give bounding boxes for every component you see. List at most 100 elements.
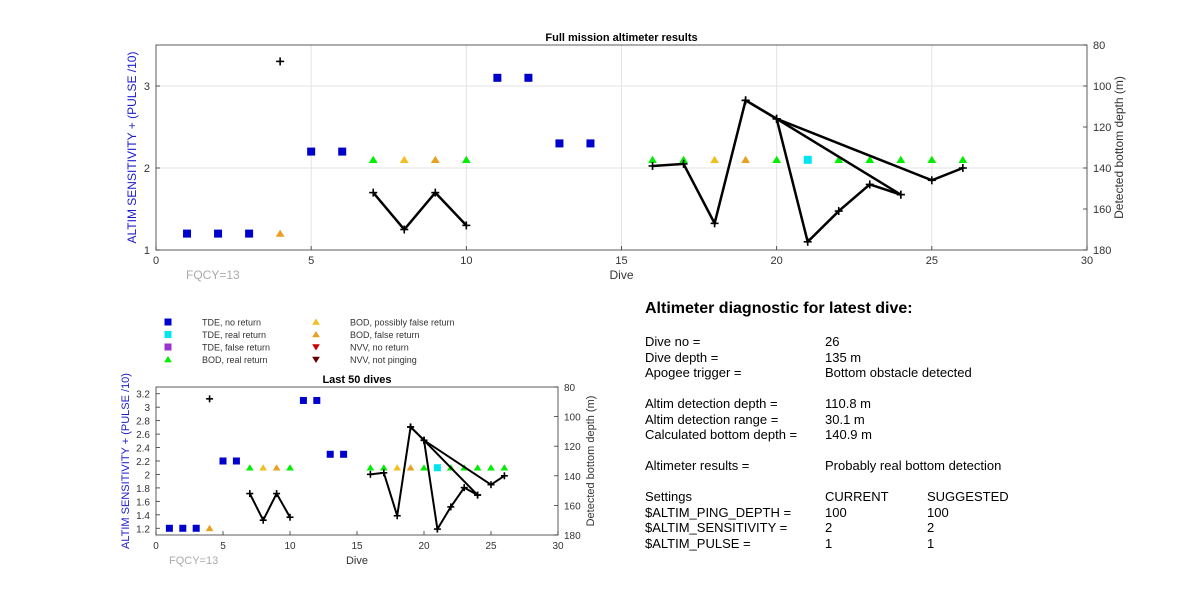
depth-line xyxy=(409,426,505,486)
x-tick-label: 5 xyxy=(220,541,226,552)
last-50-dives-chart: 0 5 10 15 20 25 30 1.2 1.4 1.6 1.8 2 2.2 2.4 2.6 2.8 3 3.… xyxy=(120,318,597,568)
y2-tick-label: 180 xyxy=(564,531,581,542)
dive-no-value: 26 xyxy=(825,334,840,349)
legend-label: TDE, false return xyxy=(202,343,270,353)
y-tick-label: 1 xyxy=(144,245,150,257)
legend-label: BOD, real return xyxy=(202,355,268,365)
legend-label: TDE, no return xyxy=(202,318,261,328)
legend-marker xyxy=(312,318,320,325)
x-tick-label: 10 xyxy=(284,541,296,552)
data-point xyxy=(772,155,782,163)
apogee-trigger-value: Bottom obstacle detected xyxy=(825,365,972,380)
legend-label: BOD, possibly false return xyxy=(350,318,455,328)
y-tick-label: 1.2 xyxy=(136,524,150,535)
altimeter-diagnostic-panel: Altimeter diagnostic for latest dive: Di… xyxy=(645,300,1165,551)
data-point xyxy=(379,464,388,471)
y2-tick-label: 100 xyxy=(564,413,581,424)
data-point xyxy=(272,464,281,471)
y2-tick-label: 100 xyxy=(1093,81,1111,93)
data-point xyxy=(927,155,937,163)
data-point xyxy=(307,147,316,156)
apogee-trigger-row: Apogee trigger = Bottom obstacle detecte… xyxy=(645,365,1165,381)
y2-tick-label: 140 xyxy=(1093,163,1111,175)
data-point xyxy=(205,524,214,532)
legend-marker xyxy=(312,356,320,363)
data-point xyxy=(741,155,751,163)
y2-tick-label: 120 xyxy=(1093,122,1111,134)
y2-axis-label: Detected bottom depth (m) xyxy=(1112,76,1126,219)
y-tick-label: 1.6 xyxy=(136,497,150,508)
data-point xyxy=(406,464,415,471)
data-point xyxy=(958,155,968,163)
x-tick-label: 10 xyxy=(460,255,472,267)
y2-tick-label: 80 xyxy=(1093,40,1105,52)
altim-detection-range-value: 30.1 m xyxy=(825,411,865,427)
y2-axis-label: Detected bottom depth (m) xyxy=(585,396,597,527)
data-point xyxy=(420,464,428,471)
y-tick-label: 2.6 xyxy=(136,430,150,441)
x-axis-label: Dive xyxy=(609,268,633,282)
data-point xyxy=(896,155,906,163)
calculated-bottom-depth-label: Calculated bottom depth = xyxy=(645,427,798,442)
x-tick-label: 25 xyxy=(926,255,938,267)
settings-suggested-header: SUGGESTED xyxy=(927,489,1009,504)
y-tick-label: 2 xyxy=(144,470,150,481)
diagnostic-title: Altimeter diagnostic for latest dive: xyxy=(645,300,913,317)
y-tick-label: 3 xyxy=(144,81,150,93)
settings-header-row: Settings CURRENT SUGGESTED xyxy=(645,489,1165,505)
y2-tick-label: 180 xyxy=(1093,245,1111,257)
x-tick-label: 5 xyxy=(308,255,314,267)
y-tick-label: 3 xyxy=(144,403,150,414)
y2-tick-label: 80 xyxy=(564,383,576,394)
data-point xyxy=(340,450,348,458)
setting-suggested: 1 xyxy=(927,535,935,551)
altim-detection-range-label: Altim detection range = xyxy=(645,411,779,427)
setting-label: $ALTIM_PING_DEPTH = xyxy=(645,504,792,520)
legend-marker xyxy=(164,343,172,351)
x-tick-label: 20 xyxy=(418,541,430,552)
fqcy-annotation: FQCY=13 xyxy=(169,555,218,567)
y-tick-label: 1.4 xyxy=(136,511,150,522)
x-tick-label: 15 xyxy=(351,541,363,552)
calculated-bottom-depth-row: Calculated bottom depth = 140.9 m xyxy=(645,427,1165,443)
legend-marker xyxy=(312,331,320,338)
altimeter-results-label: Altimeter results = xyxy=(645,458,750,473)
setting-suggested: 100 xyxy=(927,504,949,520)
data-point xyxy=(393,464,402,471)
y-axis-label: ALTIM SENSITIVITY + (PULSE /10) xyxy=(125,52,139,244)
data-point xyxy=(399,155,409,163)
y2-tick-label: 120 xyxy=(564,442,581,453)
y-tick-label: 2 xyxy=(144,163,150,175)
y-tick-label: 1.8 xyxy=(136,484,150,495)
data-point xyxy=(524,73,533,82)
data-point xyxy=(219,457,227,465)
setting-label: $ALTIM_SENSITIVITY = xyxy=(645,520,788,535)
data-point xyxy=(286,464,294,471)
data-point xyxy=(259,464,268,471)
legend-marker xyxy=(164,318,172,326)
data-point xyxy=(183,229,192,238)
data-point xyxy=(865,155,875,163)
data-point xyxy=(473,464,482,471)
data-point xyxy=(179,524,187,532)
data-point xyxy=(834,155,844,163)
setting-label: $ALTIM_PULSE = xyxy=(645,535,751,551)
depth-line xyxy=(248,491,291,523)
data-point xyxy=(710,155,719,163)
data-point xyxy=(338,147,347,156)
settings-label: Settings xyxy=(645,489,692,504)
x-tick-label: 20 xyxy=(771,255,783,267)
data-point xyxy=(500,464,509,471)
dive-depth-value: 135 m xyxy=(825,349,862,365)
legend-marker xyxy=(164,356,172,363)
y2-tick-label: 160 xyxy=(564,501,581,512)
data-point xyxy=(368,155,378,163)
data-point xyxy=(555,139,564,148)
data-point xyxy=(275,229,285,237)
data-point xyxy=(679,155,688,163)
calculated-bottom-depth-value: 140.9 m xyxy=(825,427,872,442)
y-tick-label: 2.4 xyxy=(136,444,150,455)
data-point xyxy=(433,464,441,472)
x-tick-label: 30 xyxy=(1081,255,1093,267)
setting-current: 100 xyxy=(825,504,847,520)
